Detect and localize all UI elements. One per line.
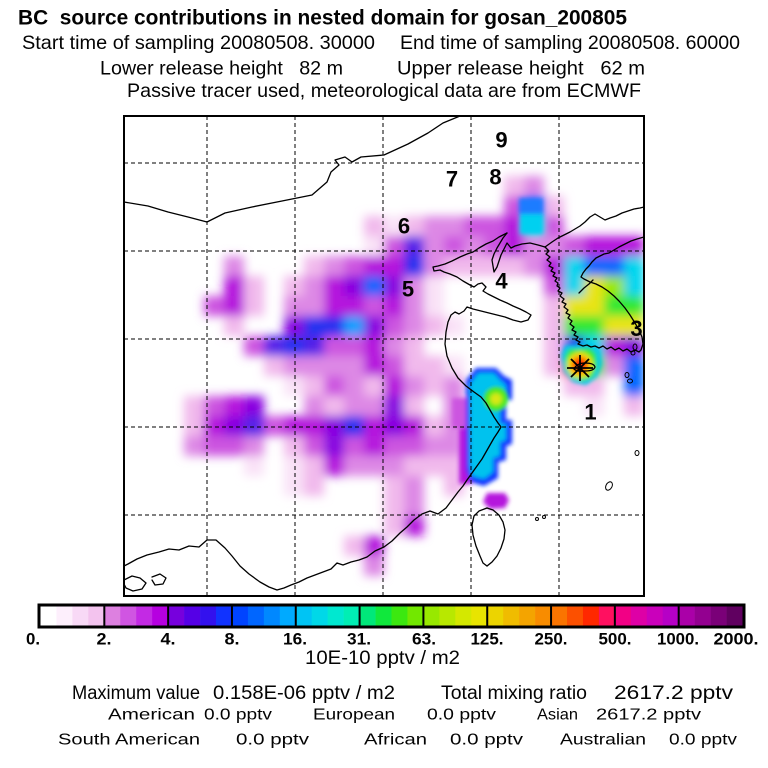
svg-text:Start time of sampling 2008050: Start time of sampling 20080508. 30000 (22, 32, 375, 54)
svg-text:5: 5 (402, 277, 414, 302)
svg-text:4.: 4. (161, 631, 176, 649)
svg-text:Upper release height 62 m: Upper release height 62 m (397, 58, 645, 80)
svg-text:0.0 pptv: 0.0 pptv (236, 732, 309, 749)
svg-text:1000.: 1000. (657, 631, 699, 649)
svg-text:2617.2 pptv: 2617.2 pptv (614, 683, 734, 704)
svg-text:6: 6 (398, 214, 410, 239)
svg-text:Passive tracer used, meteorolo: Passive tracer used, meteorological data… (127, 80, 641, 102)
svg-text:7: 7 (446, 167, 458, 192)
svg-text:0.0 pptv: 0.0 pptv (204, 707, 272, 724)
svg-text:2000.: 2000. (714, 631, 759, 649)
svg-text:500.: 500. (599, 631, 632, 649)
svg-text:0.: 0. (26, 631, 40, 649)
svg-text:0.158E-06 pptv / m2: 0.158E-06 pptv / m2 (213, 683, 395, 704)
svg-text:16.: 16. (283, 631, 307, 649)
svg-text:1: 1 (584, 400, 596, 425)
svg-text:End time of sampling 20080508.: End time of sampling 20080508. 60000 (400, 32, 740, 54)
svg-text:Maximum value: Maximum value (72, 683, 200, 704)
svg-text:Australian: Australian (560, 732, 646, 749)
svg-text:3: 3 (630, 316, 642, 341)
svg-text:2.: 2. (97, 631, 112, 649)
svg-text:9: 9 (495, 128, 507, 153)
svg-text:Total mixing ratio: Total mixing ratio (441, 683, 587, 704)
svg-text:31.: 31. (347, 631, 371, 649)
svg-text:4: 4 (495, 269, 508, 294)
svg-text:8: 8 (489, 165, 501, 190)
svg-text:European: European (313, 707, 395, 724)
svg-text:BC source contributions in ne: BC source contributions in nested domain… (18, 7, 627, 30)
svg-text:Lower release height 82 m: Lower release height 82 m (100, 58, 343, 80)
svg-text:0.0 pptv: 0.0 pptv (427, 707, 496, 724)
svg-text:125.: 125. (471, 631, 504, 649)
svg-text:African: African (364, 732, 427, 749)
svg-text:250.: 250. (535, 631, 568, 649)
svg-text:10E-10 pptv / m2: 10E-10 pptv / m2 (305, 648, 460, 669)
svg-text:American: American (108, 707, 195, 724)
svg-text:Asian: Asian (537, 707, 578, 724)
svg-text:0.0 pptv: 0.0 pptv (450, 732, 523, 749)
svg-text:63.: 63. (412, 631, 436, 649)
svg-text:8.: 8. (225, 631, 240, 649)
svg-text:0.0 pptv: 0.0 pptv (669, 732, 737, 749)
svg-text:2617.2 pptv: 2617.2 pptv (596, 707, 701, 724)
svg-text:South American: South American (58, 732, 200, 749)
